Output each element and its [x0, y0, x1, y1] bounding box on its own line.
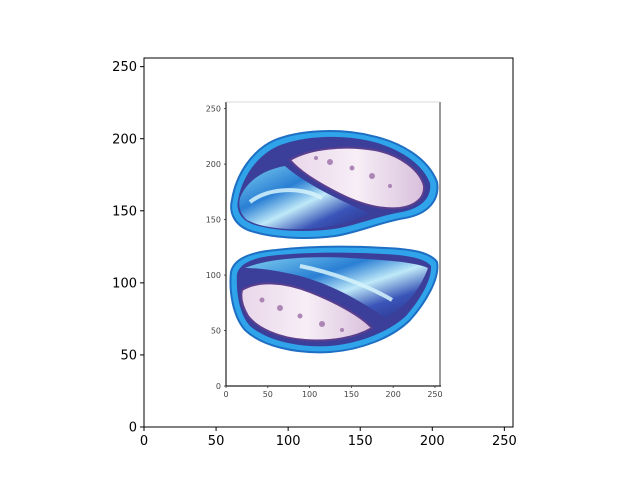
lower-slice-crystal-core [240, 282, 374, 342]
upper-slice-highlight [248, 188, 323, 204]
displayed-image: 0 50 100 150 200 250 0 50 100 150 200 250 [198, 93, 446, 400]
outer-x-tick-label: 250 [492, 434, 517, 449]
inner-y-tick-label: 250 [206, 104, 221, 113]
inner-x-tick-label: 100 [302, 390, 317, 399]
upper-slice-crystal-core [288, 146, 426, 210]
outer-y-tick-label: 50 [120, 348, 137, 363]
outer-x-tick-label: 200 [420, 434, 445, 449]
crystal-spot [297, 313, 303, 319]
lower-slice-blue-bands [245, 257, 428, 318]
agate-slice-lower [229, 245, 439, 354]
inner-y-tick-label: 50 [211, 326, 221, 335]
upper-slice-blue-bands [239, 166, 370, 230]
outer-x-tick-label: 150 [348, 434, 373, 449]
inner-x-tick-label: 150 [344, 390, 359, 399]
outer-x-tick-label: 100 [276, 434, 301, 449]
inner-y-tick-label: 100 [206, 271, 221, 280]
outer-y-tick-label: 0 [129, 421, 137, 436]
lower-slice-highlight [299, 264, 394, 302]
crystal-spot [369, 173, 375, 179]
outer-y-tick-label: 100 [112, 276, 137, 291]
crystal-spot [388, 184, 392, 188]
outer-y-tick-label: 250 [112, 60, 137, 75]
inner-x-tick-label: 250 [427, 390, 442, 399]
inner-axis-ticks: 0 50 100 150 200 250 0 50 100 150 200 250 [206, 104, 443, 399]
inner-y-tick-label: 150 [206, 215, 221, 224]
crystal-spot [349, 165, 355, 171]
crystal-spot [277, 305, 283, 311]
crystal-spot [327, 159, 333, 165]
crystal-spot [314, 156, 318, 160]
inner-x-tick-label: 50 [263, 390, 273, 399]
inner-y-tick-label: 200 [206, 160, 221, 169]
outer-x-tick-label: 50 [208, 434, 225, 449]
inner-x-tick-label: 0 [223, 390, 228, 399]
crystal-spot [340, 328, 344, 332]
crystal-spot [259, 297, 265, 303]
upper-slice-crystal-spots [314, 156, 392, 188]
inner-y-tick-label: 0 [216, 382, 221, 391]
outer-axis-ticks: 0 50 100 150 200 250 0 50 100 150 200 250 [112, 60, 517, 449]
inner-x-tick-label: 200 [386, 390, 401, 399]
outer-y-tick-label: 200 [112, 132, 137, 147]
agate-slice-upper [230, 130, 439, 239]
outer-x-tick-label: 0 [140, 434, 148, 449]
lower-slice-crystal-spots [259, 297, 344, 332]
outer-y-tick-label: 150 [112, 204, 137, 219]
crystal-spot [319, 321, 325, 327]
